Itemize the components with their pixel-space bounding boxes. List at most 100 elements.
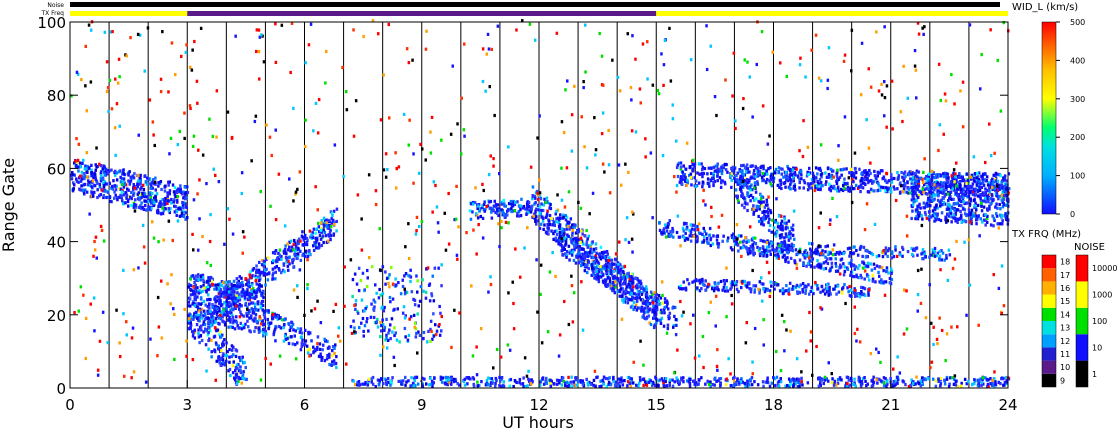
echo-point <box>699 281 702 284</box>
echo-point <box>145 181 148 184</box>
echo-point <box>832 288 835 291</box>
echo-point <box>859 190 862 193</box>
echo-point <box>507 208 510 211</box>
echo-point <box>872 274 875 277</box>
echo-point <box>625 297 628 300</box>
echo-point <box>245 283 248 286</box>
echo-point <box>100 174 103 177</box>
echo-point <box>700 162 703 165</box>
echo-point <box>971 209 974 212</box>
echo-point <box>328 219 331 222</box>
echo-point <box>805 265 808 268</box>
echo-point <box>934 250 937 253</box>
echo-point <box>593 260 596 263</box>
echo-point <box>584 251 587 254</box>
echo-point <box>539 212 542 215</box>
echo-point <box>242 315 245 318</box>
echo-point <box>719 176 722 179</box>
echo-point <box>808 173 811 176</box>
echo-point <box>901 255 904 258</box>
echo-point <box>707 283 710 286</box>
echo-point <box>304 329 307 332</box>
echo-point <box>771 231 774 234</box>
echo-point <box>690 183 693 186</box>
echo-point <box>875 176 878 179</box>
echo-point <box>913 190 916 193</box>
echo-point <box>667 324 670 327</box>
echo-point <box>678 236 681 239</box>
echo-point <box>730 186 733 189</box>
echo-point <box>886 172 889 175</box>
echo-point <box>995 179 998 182</box>
echo-point <box>208 302 211 305</box>
echo-point <box>236 321 239 324</box>
echo-point <box>423 331 426 334</box>
echo-point <box>72 188 75 191</box>
echo-point <box>799 181 802 184</box>
echo-point <box>893 177 896 180</box>
echo-point <box>831 265 834 268</box>
echo-point <box>264 283 267 286</box>
echo-point <box>439 312 442 315</box>
echo-point <box>695 179 698 182</box>
echo-point <box>823 261 826 264</box>
echo-point <box>205 329 208 332</box>
echo-point <box>315 228 318 231</box>
echo-point <box>978 185 981 188</box>
echo-point <box>237 299 240 302</box>
echo-point <box>928 211 931 214</box>
echo-point <box>763 250 766 253</box>
echo-point <box>828 188 831 191</box>
echo-point <box>304 234 307 237</box>
echo-point <box>732 283 735 286</box>
echo-point <box>574 224 577 227</box>
echo-point <box>584 264 587 267</box>
echo-point <box>294 334 297 337</box>
echo-point <box>778 250 781 253</box>
echo-point <box>807 182 810 185</box>
echo-point <box>255 271 258 274</box>
echo-point <box>942 172 945 175</box>
echo-point <box>559 217 562 220</box>
echo-point <box>432 312 435 315</box>
echo-point <box>506 213 509 216</box>
echo-point <box>965 182 968 185</box>
echo-point <box>301 331 304 334</box>
echo-point <box>595 270 598 273</box>
echo-point <box>327 240 330 243</box>
echo-point <box>877 271 880 274</box>
echo-point <box>745 170 748 173</box>
echo-point <box>977 214 980 217</box>
echo-point <box>387 331 390 334</box>
echo-point <box>119 176 122 179</box>
echo-point <box>949 191 952 194</box>
echo-point <box>766 178 769 181</box>
echo-point <box>587 246 590 249</box>
echo-point <box>741 246 744 249</box>
echo-point <box>384 326 387 329</box>
echo-point <box>140 179 143 182</box>
echo-point <box>127 205 130 208</box>
echo-point <box>774 171 777 174</box>
echo-point <box>116 198 119 201</box>
echo-point <box>239 275 242 278</box>
echo-point <box>433 335 436 338</box>
echo-point <box>218 287 221 290</box>
echo-point <box>127 173 129 176</box>
echo-point <box>197 332 200 335</box>
echo-point <box>534 210 537 213</box>
echo-point <box>241 382 244 385</box>
echo-point <box>542 228 545 231</box>
echo-point <box>762 245 765 248</box>
echo-point <box>197 302 200 305</box>
echo-point <box>203 310 206 313</box>
echo-point <box>826 257 829 260</box>
echo-point <box>561 227 564 230</box>
echo-point <box>377 325 380 328</box>
echo-point <box>353 326 356 329</box>
echo-point <box>151 192 154 195</box>
echo-point <box>228 301 231 304</box>
echo-point <box>820 173 823 176</box>
echo-point <box>973 177 976 180</box>
echo-point <box>792 224 795 227</box>
